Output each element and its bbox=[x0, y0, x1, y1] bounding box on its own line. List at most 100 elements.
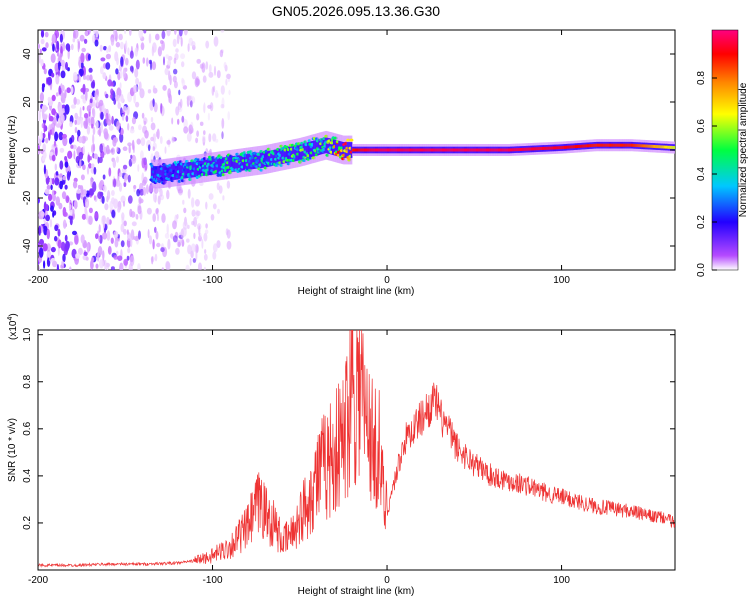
noise-blob bbox=[88, 163, 92, 169]
noise-blob bbox=[41, 108, 45, 119]
noise-blob bbox=[80, 94, 86, 100]
noise-blob bbox=[187, 43, 190, 52]
ridge-core bbox=[564, 145, 567, 149]
ridge-core bbox=[498, 148, 501, 152]
noise-blob bbox=[56, 40, 60, 50]
noise-blob bbox=[148, 235, 153, 245]
ridge-band bbox=[233, 155, 236, 172]
noise-blob bbox=[127, 142, 132, 147]
ridge-band bbox=[295, 145, 297, 162]
noise-blob bbox=[125, 115, 129, 122]
ridge-core bbox=[573, 145, 576, 149]
noise-blob bbox=[77, 40, 81, 50]
ridge-band bbox=[281, 148, 284, 164]
noise-blob bbox=[108, 45, 112, 53]
ridge-core bbox=[456, 148, 459, 152]
noise-blob bbox=[40, 131, 43, 142]
ridge-band bbox=[282, 147, 285, 164]
noise-blob bbox=[220, 30, 225, 33]
snr-y-tick-label: 1.0 bbox=[22, 327, 33, 341]
ridge-core bbox=[377, 148, 379, 152]
colorbar-ticks: 0.0 0.2 0.4 0.6 0.8 bbox=[696, 71, 717, 277]
noise-blob bbox=[143, 30, 147, 34]
ridge-core bbox=[502, 148, 505, 152]
ridge-core bbox=[581, 144, 583, 148]
noise-blob bbox=[195, 249, 198, 261]
ridge-core bbox=[369, 148, 372, 152]
noise-blob bbox=[62, 219, 67, 229]
ridge-band bbox=[208, 159, 210, 176]
ridge-band bbox=[214, 158, 217, 175]
noise-blob bbox=[72, 180, 78, 189]
ridge-core bbox=[649, 144, 651, 148]
ridge-band bbox=[194, 161, 197, 177]
ridge-band bbox=[161, 165, 163, 182]
noise-blob bbox=[145, 184, 149, 195]
noise-blob bbox=[79, 159, 82, 169]
ridge-core bbox=[446, 148, 448, 152]
ridge-core bbox=[480, 148, 483, 152]
noise-blob bbox=[181, 61, 185, 68]
noise-blob bbox=[171, 136, 175, 143]
noise-blob bbox=[64, 184, 68, 190]
noise-blob bbox=[68, 215, 74, 220]
ridge-core bbox=[572, 145, 575, 149]
noise-blob bbox=[43, 164, 47, 175]
noise-blob bbox=[163, 56, 165, 66]
noise-blob bbox=[149, 59, 153, 71]
ridge-core bbox=[586, 144, 588, 148]
noise-blob bbox=[38, 135, 40, 144]
noise-blob bbox=[138, 81, 142, 91]
noise-blob bbox=[186, 238, 190, 243]
ridge-core bbox=[485, 148, 488, 152]
noise-blob bbox=[42, 156, 46, 162]
noise-blob bbox=[81, 213, 87, 220]
noise-blob bbox=[225, 228, 229, 236]
noise-blob bbox=[136, 189, 141, 197]
noise-blob bbox=[59, 53, 63, 58]
noise-blob bbox=[86, 125, 91, 135]
noise-blob bbox=[170, 233, 174, 239]
ridge-band bbox=[273, 149, 275, 166]
snr-x-tick-label: -200 bbox=[28, 575, 48, 586]
snr-x-tick-label: -100 bbox=[203, 575, 223, 586]
noise-blob bbox=[72, 71, 78, 81]
noise-blob bbox=[88, 118, 91, 124]
ridge-core bbox=[448, 148, 450, 152]
ridge-core bbox=[524, 147, 527, 151]
noise-blob bbox=[199, 121, 204, 127]
noise-blob bbox=[212, 251, 217, 260]
noise-blob bbox=[57, 239, 62, 249]
ridge-core bbox=[367, 148, 370, 152]
noise-blob bbox=[52, 260, 58, 268]
ridge-core bbox=[462, 148, 465, 152]
noise-blob bbox=[107, 79, 113, 87]
noise-blob bbox=[43, 225, 48, 236]
ridge-core bbox=[356, 148, 358, 152]
ridge-band bbox=[272, 150, 274, 166]
ridge-core bbox=[411, 148, 414, 152]
ridge-core bbox=[557, 146, 559, 150]
noise-blob bbox=[212, 243, 218, 253]
ridge-core bbox=[517, 148, 519, 152]
noise-blob bbox=[82, 189, 87, 196]
ridge-core bbox=[631, 143, 634, 147]
ridge-core bbox=[401, 148, 403, 152]
ridge-core bbox=[379, 148, 381, 152]
noise-blob bbox=[80, 234, 85, 244]
noise-blob bbox=[138, 124, 142, 131]
noise-blob bbox=[193, 216, 198, 228]
noise-blob bbox=[93, 153, 98, 160]
ridge-core bbox=[430, 148, 432, 152]
noise-blob bbox=[82, 164, 86, 171]
noise-blob bbox=[134, 68, 139, 78]
ridge-core bbox=[390, 148, 393, 152]
noise-blob bbox=[188, 124, 194, 135]
ridge-core bbox=[562, 146, 564, 149]
noise-blob bbox=[86, 166, 90, 175]
noise-blob bbox=[89, 74, 93, 82]
noise-blob bbox=[152, 213, 156, 223]
noise-blob bbox=[121, 212, 125, 221]
ridge-core bbox=[435, 148, 438, 152]
ridge-core bbox=[656, 145, 659, 149]
